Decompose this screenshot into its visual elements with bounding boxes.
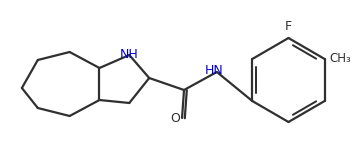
Text: F: F	[285, 20, 292, 33]
Text: CH₃: CH₃	[330, 51, 351, 64]
Text: HN: HN	[205, 64, 223, 78]
Text: O: O	[170, 111, 180, 124]
Text: NH: NH	[120, 47, 139, 60]
